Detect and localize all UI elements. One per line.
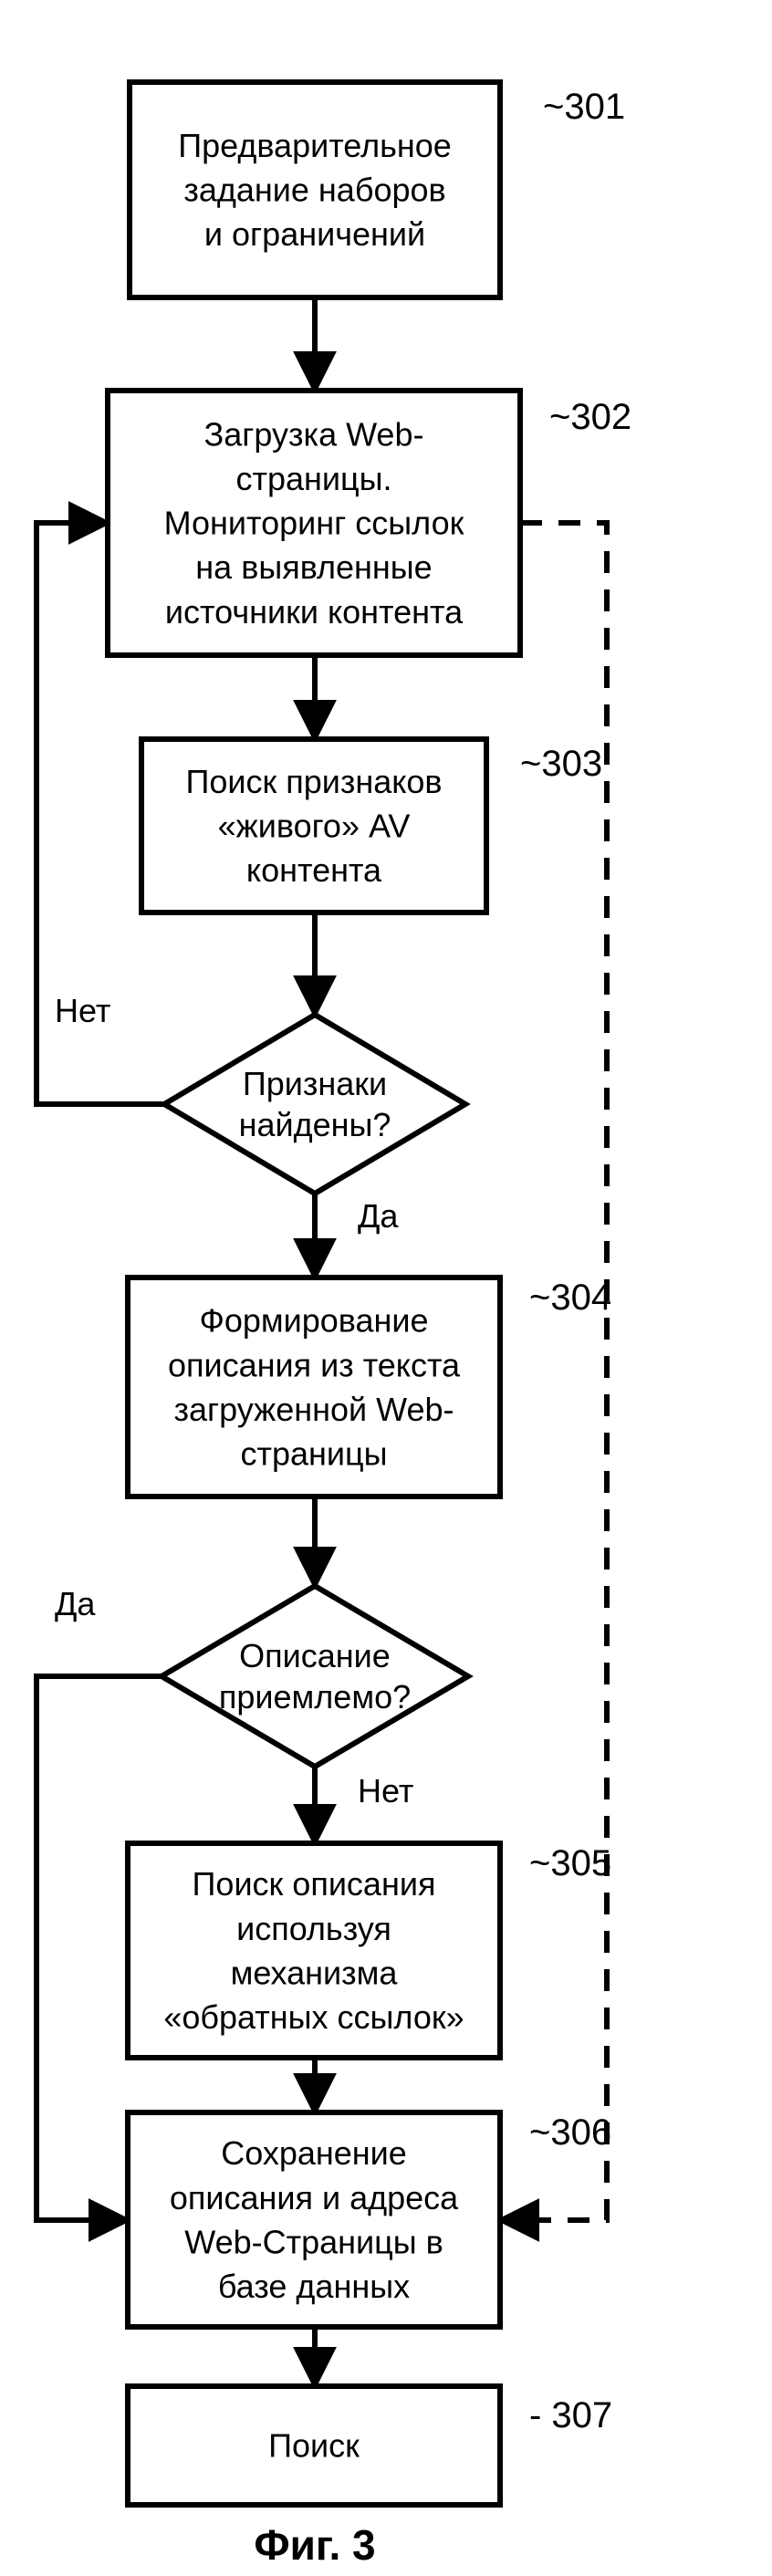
- process-node: Поиск - 307: [128, 2386, 612, 2505]
- ref-label: ~305: [529, 1843, 611, 1883]
- decision-diamond: [164, 1015, 465, 1194]
- node-text: и ограничений: [204, 215, 425, 253]
- node-text: Поиск описания: [193, 1865, 436, 1903]
- node-text: используя: [236, 1910, 391, 1947]
- nodes-layer: Предварительное задание наборов и ограниче…: [55, 82, 631, 2505]
- process-node: Предварительное задание наборов и ограниче…: [130, 82, 625, 297]
- node-text: Сохранение: [221, 2134, 407, 2172]
- ref-label: - 307: [529, 2395, 612, 2435]
- process-node: Формирование описания из текста загруженно…: [128, 1278, 611, 1497]
- node-text: Поиск признаков: [185, 763, 442, 800]
- node-text: контента: [246, 851, 382, 889]
- node-text: приемлемо?: [219, 1678, 411, 1716]
- node-text: Признаки: [243, 1065, 387, 1102]
- node-text: страницы: [240, 1435, 387, 1473]
- decision-node: Признаки найдены? Да Нет: [55, 992, 465, 1235]
- node-text: задание наборов: [183, 172, 445, 209]
- node-text: Поиск: [268, 2427, 360, 2465]
- node-text: Предварительное: [178, 127, 452, 164]
- node-text: Мониторинг ссылок: [164, 505, 464, 542]
- decision-node: Описание приемлемо? Да Нет: [55, 1585, 468, 1809]
- node-text: базе данных: [218, 2268, 410, 2305]
- ref-label: ~302: [549, 397, 631, 437]
- ref-label: ~303: [520, 744, 602, 784]
- figure-caption: Фиг. 3: [254, 2521, 375, 2569]
- node-text: на выявленные: [195, 548, 432, 586]
- decision-diamond: [162, 1586, 468, 1767]
- node-text: «обратных ссылок»: [163, 1998, 464, 2036]
- process-node: Поиск описания используя механизма «обратны…: [128, 1843, 611, 2058]
- node-text: описания из текста: [168, 1346, 461, 1383]
- node-text: Загрузка Web-: [204, 415, 424, 453]
- node-text: страницы.: [235, 460, 391, 497]
- flowchart-canvas: Предварительное задание наборов и ограниче…: [0, 0, 772, 2576]
- ref-label: ~304: [529, 1278, 611, 1318]
- edge-label-yes: Да: [55, 1585, 96, 1622]
- edge-label-yes: Да: [358, 1197, 399, 1235]
- node-text: Описание: [239, 1637, 391, 1674]
- node-text: загруженной Web-: [173, 1391, 454, 1428]
- node-text: найдены?: [239, 1106, 391, 1143]
- edge-label-no: Нет: [358, 1772, 413, 1809]
- node-text: механизма: [231, 1954, 399, 1991]
- node-text: описания и адреса: [170, 2179, 459, 2216]
- process-node: Загрузка Web-страницы. Мониторинг ссылок н…: [108, 391, 631, 655]
- node-text: Формирование: [199, 1302, 428, 1340]
- ref-label: ~301: [543, 87, 625, 127]
- node-text: «живого» AV: [218, 808, 411, 845]
- ref-label: ~306: [529, 2112, 611, 2153]
- node-text: источники контента: [165, 593, 464, 631]
- edge-label-no: Нет: [55, 992, 110, 1029]
- process-node: Поиск признаков «живого» AV контента ~303: [141, 739, 602, 913]
- node-text: Web-Страницы в: [184, 2223, 443, 2260]
